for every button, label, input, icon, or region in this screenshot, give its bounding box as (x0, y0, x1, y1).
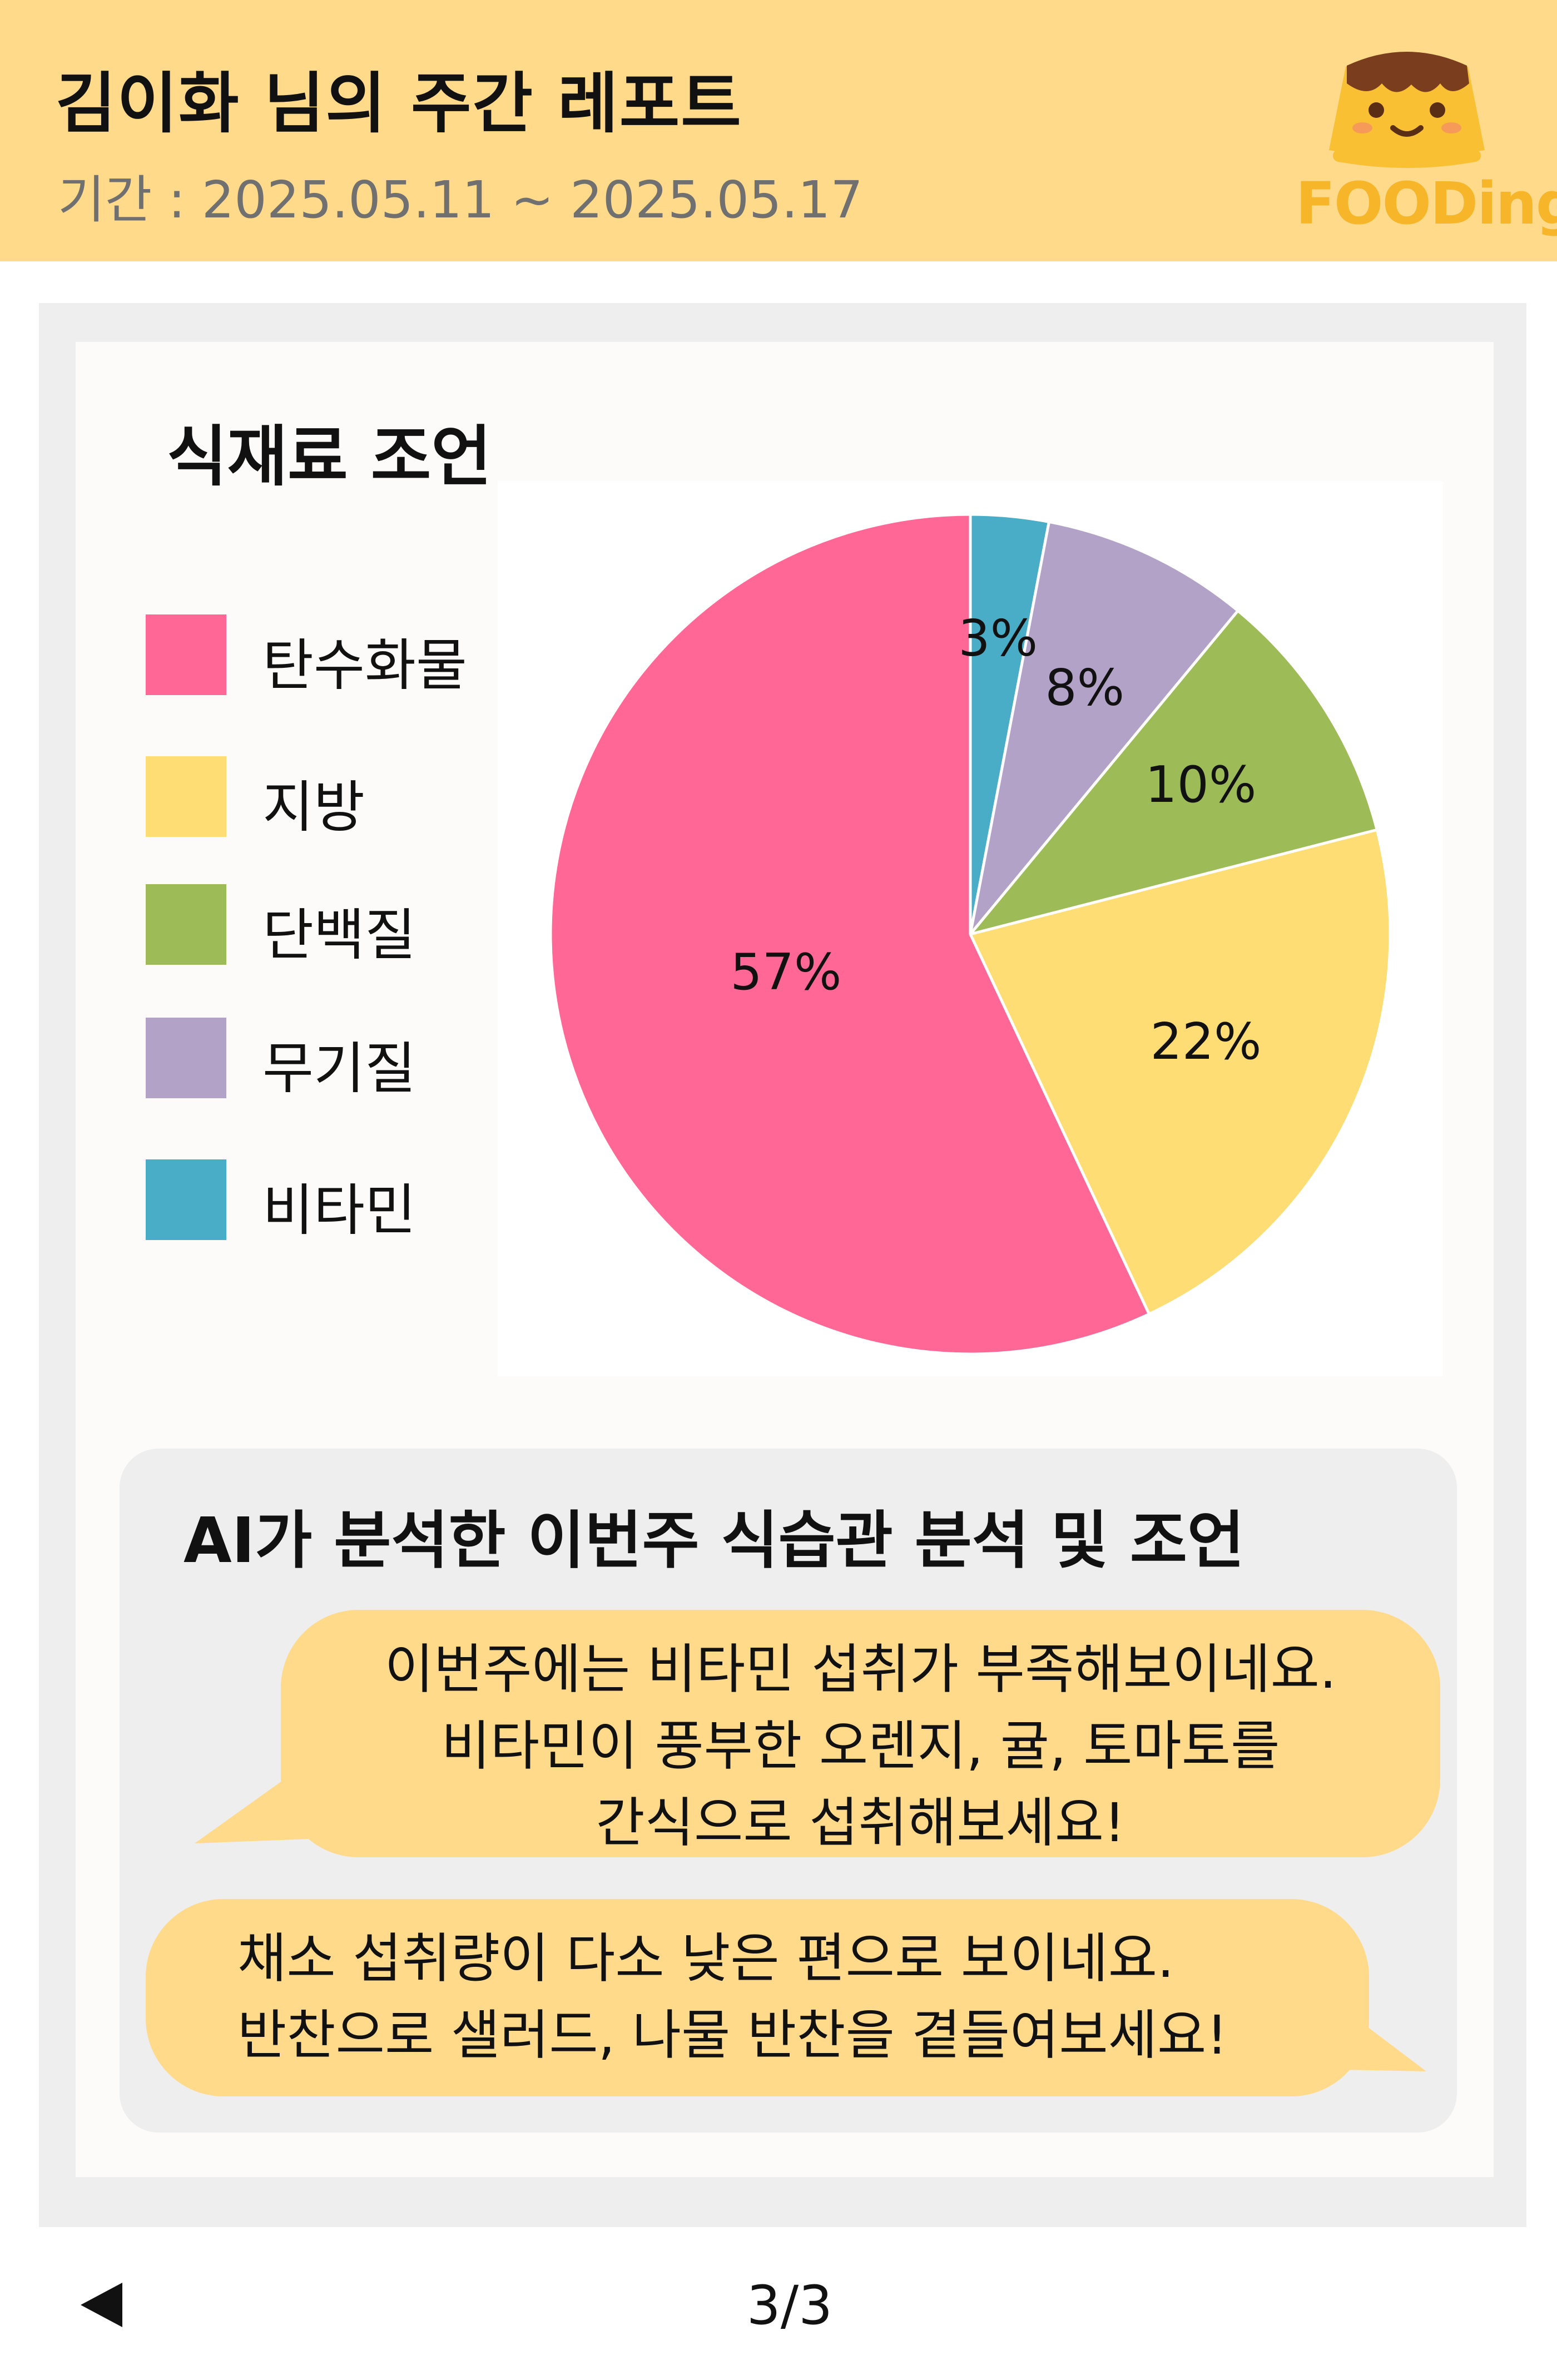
legend-item-protein: 단백질 (146, 884, 535, 968)
advice-bubble-2: 채소 섭취량이 다소 낮은 편으로 보이네요. 반찬으로 샐러드, 나물 반찬을… (146, 1899, 1369, 2096)
pie-chart-svg: 3%8% 10% 22% 57% (549, 513, 1392, 1356)
report-period: 기간 : 2025.05.11 ~ 2025.05.17 (58, 170, 863, 230)
previous-page-button[interactable] (78, 2280, 128, 2330)
legend-label: 지방 (262, 775, 365, 840)
triangle-left-icon (81, 2283, 122, 2327)
advice-bubble-1-line-2: 비타민이 풍부한 오렌지, 귤, 토마토를 (441, 1715, 1280, 1777)
fooding-logo: FOODing (1285, 44, 1557, 250)
advice-bubble-1-line-1: 이번주에는 비타민 섭취가 부족해보이네요. (384, 1638, 1337, 1700)
pie-slice-label: 10% (1145, 756, 1256, 814)
report-header: 김이화 님의 주간 레포트 기간 : 2025.05.11 ~ 2025.05.… (0, 0, 1557, 261)
section-title: 식재료 조언 (167, 418, 492, 495)
pie-chart: 3% 8% 10% 22% 57% (498, 481, 1443, 1376)
pie-slice (969, 520, 1240, 935)
advice-bubble-1: 이번주에는 비타민 섭취가 부족해보이네요. 비타민이 풍부한 오렌지, 귤, … (281, 1610, 1440, 1857)
legend-item-mineral: 무기질 (146, 1018, 535, 1101)
legend-swatch (146, 884, 226, 965)
pudding-mascot-icon (1329, 52, 1485, 168)
pie-slice-label: 57% (730, 943, 841, 1001)
legend-swatch (146, 1159, 226, 1240)
advice-bubble-1-line-3: 간식으로 섭취해보세요! (596, 1792, 1125, 1854)
legend-label: 비타민 (262, 1178, 416, 1243)
pie-slice-label: 8% (1045, 659, 1124, 717)
advice-bubble-2-line-1: 채소 섭취량이 다소 낮은 편으로 보이네요. (237, 1927, 1174, 1990)
report-title: 김이화 님의 주간 레포트 (56, 65, 742, 142)
pie-slice-label: 22% (1151, 1013, 1262, 1071)
page-indicator: 3/3 (746, 2274, 833, 2337)
legend-item-fat: 지방 (146, 756, 535, 840)
pie-slice (966, 608, 1379, 937)
legend-swatch (146, 614, 226, 695)
advice-bubble-2-line-2: 반찬으로 샐러드, 나물 반찬을 곁들여보세요! (237, 2004, 1228, 2066)
advice-title: AI가 분석한 이번주 식습관 분석 및 조언 (184, 1505, 1244, 1577)
logo-text: FOODing (1296, 170, 1557, 237)
legend-item-vitamin: 비타민 (146, 1159, 535, 1243)
pie-slice (549, 513, 1151, 1356)
legend-label: 탄수화물 (262, 633, 467, 698)
pie-slice (968, 828, 1392, 1316)
legend-label: 무기질 (262, 1036, 416, 1101)
legend-swatch (146, 1018, 226, 1098)
legend-label: 단백질 (262, 903, 416, 968)
pie-slice-label: 3% (958, 609, 1038, 668)
legend-swatch (146, 756, 226, 837)
legend-item-carbohydrate: 탄수화물 (146, 614, 535, 698)
